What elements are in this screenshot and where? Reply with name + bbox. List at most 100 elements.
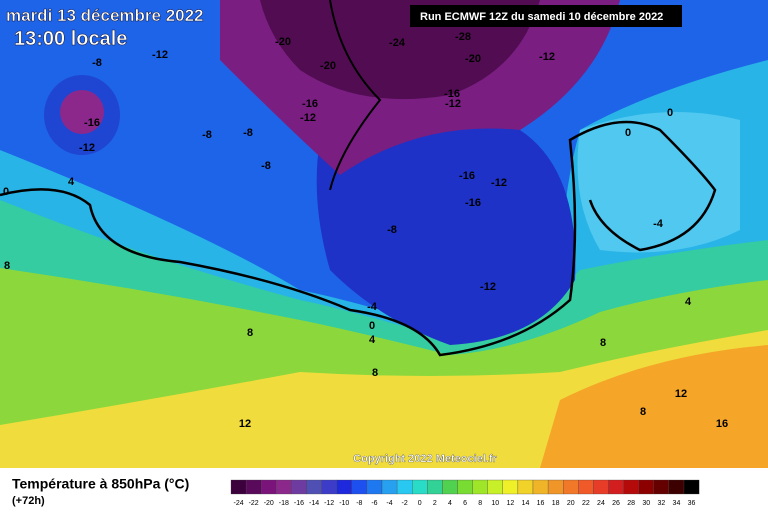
color-swatch xyxy=(427,479,443,495)
scale-tick-label: 10 xyxy=(491,500,499,507)
contour-label: -20 xyxy=(275,36,291,48)
contour-label: 8 xyxy=(247,327,253,339)
contour-label: -4 xyxy=(653,218,664,230)
contour-label: -12 xyxy=(480,281,496,293)
legend-title: Température à 850hPa (°C) xyxy=(12,476,189,492)
color-swatch xyxy=(276,479,292,495)
color-swatch xyxy=(608,479,624,495)
contour-label: 12 xyxy=(675,388,687,400)
contour-label: -12 xyxy=(539,51,555,63)
color-swatch xyxy=(593,479,609,495)
color-swatch xyxy=(563,479,579,495)
color-swatch xyxy=(366,479,383,495)
contour-label: -8 xyxy=(243,127,253,139)
contour-label: 8 xyxy=(600,337,606,349)
contour-label: -24 xyxy=(389,37,406,49)
contour-label: -16 xyxy=(444,88,460,100)
scale-tick-label: 12 xyxy=(506,500,514,507)
scale-tick-label: 34 xyxy=(673,500,681,507)
forecast-date: mardi 13 décembre 2022 xyxy=(6,6,204,25)
color-swatch xyxy=(261,479,277,495)
contour-label: 0 xyxy=(625,127,631,139)
color-swatch xyxy=(457,479,473,495)
contour-label: 8 xyxy=(640,406,646,418)
contour-label: -12 xyxy=(300,112,316,124)
scale-tick-label: -22 xyxy=(249,500,259,507)
contour-label: -12 xyxy=(152,49,168,61)
contour-label: -20 xyxy=(320,60,336,72)
scale-tick-label: 26 xyxy=(612,500,620,507)
scale-tick-label: -20 xyxy=(264,500,274,507)
forecast-time: 13:00 locale xyxy=(14,28,127,50)
scale-tick-label: -12 xyxy=(324,500,334,507)
contour-label: 0 xyxy=(3,186,9,198)
scale-tick-label: 8 xyxy=(478,500,482,507)
contour-label: -12 xyxy=(445,98,461,110)
contour-label: -8 xyxy=(202,129,212,141)
contour-label: 16 xyxy=(716,418,728,430)
color-swatch xyxy=(532,479,549,495)
scale-tick-label: 4 xyxy=(448,500,452,507)
lead-time: (+72h) xyxy=(12,495,45,507)
scale-tick-label: -18 xyxy=(279,500,289,507)
color-swatch xyxy=(412,479,428,495)
east-cyan-region xyxy=(577,112,740,253)
scale-tick-label: -8 xyxy=(356,500,362,507)
zero-isotherm xyxy=(0,120,717,357)
run-info: Run ECMWF 12Z du samedi 10 décembre 2022 xyxy=(420,11,663,23)
color-swatch xyxy=(442,479,458,495)
scale-tick-label: 36 xyxy=(688,500,696,507)
copyright: Copyright 2022 Meteociel.fr xyxy=(353,453,497,465)
color-swatch xyxy=(230,479,247,495)
color-swatch xyxy=(245,479,262,495)
warm-region xyxy=(540,345,768,468)
scale-tick-label: 14 xyxy=(522,500,530,507)
map-labels: -8-12-20 -24 -28-20 -12-20-16-12-8 -8-16-12-… xyxy=(3,31,728,430)
color-swatch xyxy=(336,479,352,495)
color-swatch xyxy=(381,479,398,495)
contour-label: -16 xyxy=(465,197,481,209)
color-swatch xyxy=(638,479,654,495)
scale-tick-label: 0 xyxy=(418,500,422,507)
scale-tick-label: 2 xyxy=(433,500,437,507)
color-swatch xyxy=(487,479,503,495)
color-swatch xyxy=(291,479,307,495)
color-swatch xyxy=(396,479,413,495)
color-swatch xyxy=(623,479,639,495)
color-swatch xyxy=(547,479,564,495)
contour-label: 0 xyxy=(369,320,375,332)
contour-label: 4 xyxy=(685,296,692,308)
contour-label: -12 xyxy=(79,142,95,154)
scale-tick-label: 18 xyxy=(552,500,560,507)
color-swatch xyxy=(472,479,488,495)
map xyxy=(0,0,768,468)
color-swatch xyxy=(653,479,670,495)
color-swatch xyxy=(668,479,685,495)
contour-label: -4 xyxy=(367,301,378,313)
scale-tick-label: -14 xyxy=(309,500,319,507)
color-swatch xyxy=(683,479,700,495)
contour-label: -12 xyxy=(491,177,507,189)
scale-tick-label: -6 xyxy=(371,500,377,507)
contour-label: 4 xyxy=(369,334,376,346)
contour-label: -8 xyxy=(261,160,271,172)
color-scale: -24 -22 -20 -18 -16 -14 -12 -10 -8 -6 -4 -2 0 2 4 6 8 10 1… xyxy=(230,479,700,507)
scale-tick-label: 16 xyxy=(537,500,545,507)
contour-label: -20 xyxy=(465,53,481,65)
scale-tick-label: 32 xyxy=(657,500,665,507)
run-box xyxy=(410,5,682,27)
scale-tick-label: 6 xyxy=(463,500,467,507)
contour-label: 12 xyxy=(239,418,251,430)
scale-tick-label: -16 xyxy=(294,500,304,507)
scale-tick-label: 24 xyxy=(597,500,605,507)
color-swatch xyxy=(502,479,519,495)
scale-tick-label: -2 xyxy=(402,500,408,507)
scale-tick-label: 22 xyxy=(582,500,590,507)
scale-tick-label: 28 xyxy=(627,500,635,507)
color-swatch xyxy=(517,479,534,495)
isotherm-line xyxy=(329,0,382,191)
contour-label: -16 xyxy=(84,117,100,129)
color-swatch xyxy=(306,479,322,495)
color-swatch xyxy=(321,479,337,495)
